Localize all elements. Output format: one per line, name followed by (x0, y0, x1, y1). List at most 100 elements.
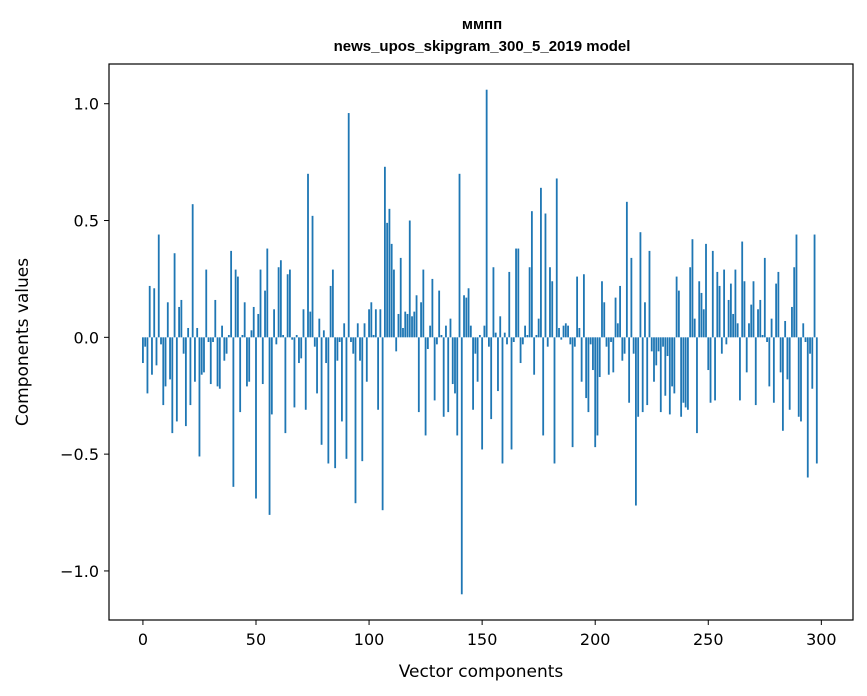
bar-115 (402, 327, 404, 338)
bar-119 (411, 316, 413, 338)
bar-12 (169, 337, 171, 380)
bar-172 (530, 211, 533, 338)
bar-270 (752, 281, 755, 338)
bar-124 (422, 269, 425, 338)
bar-38 (227, 334, 230, 338)
bar-62 (282, 334, 285, 338)
bar-297 (813, 234, 816, 338)
bar-290 (797, 337, 800, 417)
bar-160 (503, 332, 506, 338)
bar-107 (383, 166, 386, 338)
bar-137 (451, 337, 454, 385)
bar-33 (216, 337, 219, 387)
bar-265 (741, 241, 744, 338)
bar-18 (182, 337, 185, 354)
bar-236 (675, 276, 678, 338)
bar-174 (535, 334, 538, 338)
bar-3 (148, 285, 151, 338)
bar-175 (537, 318, 540, 338)
bar-205 (605, 337, 608, 347)
bar-68 (295, 334, 298, 338)
bar-220 (639, 232, 642, 338)
bar-126 (426, 337, 429, 350)
bar-111 (393, 269, 395, 338)
bar-287 (791, 306, 793, 338)
bar-77 (316, 337, 318, 394)
bar-231 (664, 337, 667, 396)
bar-84 (331, 269, 334, 338)
bar-247 (700, 292, 703, 338)
bar-225 (650, 337, 653, 352)
bar-35 (221, 325, 223, 338)
bar-200 (594, 337, 597, 448)
bar-93 (352, 337, 355, 354)
bar-47 (248, 337, 251, 382)
bar-222 (644, 302, 646, 338)
bar-173 (533, 337, 536, 375)
bar-136 (449, 318, 452, 338)
bar-237 (677, 290, 680, 338)
bar-44 (241, 334, 244, 338)
bar-55 (266, 248, 269, 338)
bar-163 (510, 337, 513, 450)
bar-180 (549, 267, 551, 338)
bar-216 (630, 257, 633, 338)
bar-234 (671, 337, 673, 387)
bar-179 (546, 337, 549, 347)
plot-frame (108, 63, 854, 621)
bar-177 (542, 337, 545, 436)
bar-214 (625, 201, 628, 338)
bar-272 (757, 309, 759, 338)
bar-76 (313, 337, 316, 347)
bar-143 (465, 297, 468, 338)
bar-40 (232, 337, 235, 487)
bar-120 (413, 311, 416, 338)
bar-268 (748, 323, 750, 338)
chart-title: мм­пп (462, 16, 502, 33)
bar-206 (607, 337, 610, 375)
bar-69 (298, 337, 300, 364)
bar-176 (540, 187, 542, 338)
bar-146 (472, 337, 474, 410)
bar-230 (662, 337, 664, 347)
bar-121 (415, 295, 418, 338)
bar-165 (515, 248, 517, 338)
bar-246 (698, 281, 701, 338)
bar-156 (494, 332, 497, 338)
bar-56 (268, 337, 271, 515)
y-tick-label-0: 0.0 (74, 328, 99, 347)
bar-75 (311, 215, 314, 338)
bar-296 (811, 337, 814, 389)
bar-81 (325, 337, 327, 364)
bar-125 (424, 337, 427, 436)
bar-262 (734, 269, 737, 338)
bar-208 (612, 337, 615, 373)
bar-17 (180, 299, 183, 338)
bar-96 (359, 337, 361, 361)
bar-79 (320, 337, 323, 445)
bar-285 (786, 337, 789, 380)
bar-80 (322, 330, 325, 338)
bar-190 (571, 337, 574, 448)
bar-85 (334, 337, 337, 469)
bar-108 (386, 222, 389, 338)
bar-48 (250, 330, 253, 338)
bar-88 (341, 337, 343, 422)
bar-5 (153, 288, 156, 338)
bar-169 (524, 325, 526, 338)
bar-134 (445, 325, 447, 338)
y-axis-ticks: −1.0 −0.5 0.0 0.5 1.0 (60, 95, 109, 581)
y-tick-label-1: 1.0 (74, 95, 99, 114)
bar-209 (614, 297, 617, 338)
bar-14 (173, 253, 176, 338)
bar-181 (551, 281, 554, 338)
chart-subtitle: news_upos_skipgram_300_5_2019 model (334, 38, 631, 55)
bar-25 (198, 337, 201, 457)
y-tick-label-0.5: 0.5 (74, 212, 99, 231)
bar-167 (519, 337, 522, 364)
bar-178 (544, 213, 547, 338)
bar-87 (338, 337, 341, 342)
bar-192 (576, 276, 579, 338)
bar-279 (772, 337, 775, 403)
bar-110 (390, 243, 393, 338)
